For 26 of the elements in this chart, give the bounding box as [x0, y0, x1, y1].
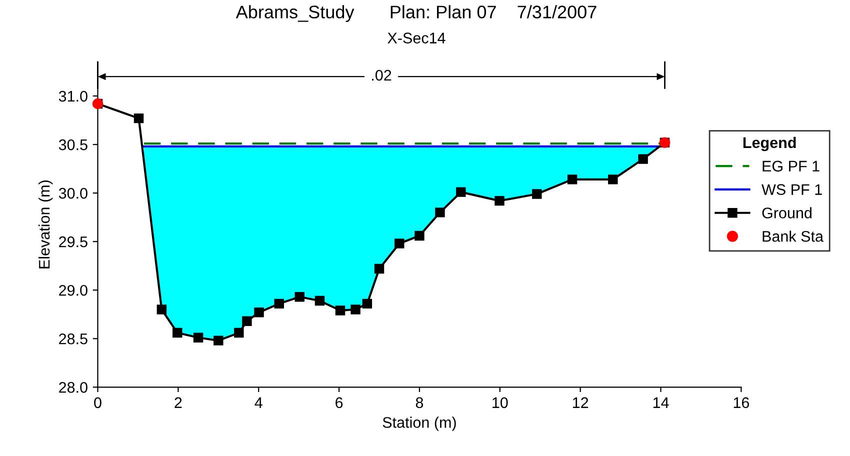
x-tick-label: 0 — [94, 397, 102, 408]
y-tick-label: 31.0 — [58, 90, 88, 102]
y-tick-label: 28.0 — [59, 382, 88, 393]
x-tick-label: 4 — [254, 397, 262, 408]
y-tick-label: 29.5 — [59, 236, 88, 248]
y-tick-label: 30.5 — [58, 139, 88, 150]
y-tick-label: 28.5 — [59, 333, 88, 344]
x-tick-label: 8 — [416, 397, 424, 408]
annotation: .02 — [372, 70, 392, 81]
x-axis-title: Station (m) — [382, 416, 456, 431]
x-tick-label: 12 — [573, 397, 588, 408]
legend-label: Ground — [762, 207, 812, 218]
x-tick-label: 16 — [734, 397, 750, 408]
legend-title: Legend — [743, 136, 796, 152]
x-tick-label: 2 — [174, 397, 182, 408]
chart-title: Abrams_Study Plan: Plan 07 7/31/2007 — [236, 5, 596, 22]
y-axis-title: Elevation (m) — [38, 180, 53, 268]
x-tick-label: 14 — [653, 397, 669, 408]
y-tick-label: 30.0 — [58, 188, 88, 199]
x-tick-label: 10 — [492, 397, 508, 408]
legend-label: EG PF 1 — [762, 160, 820, 172]
legend-label: Bank Sta — [762, 230, 824, 242]
y-tick-label: 29.0 — [59, 284, 88, 296]
x-tick-label: 6 — [336, 397, 343, 408]
legend-label: WS PF 1 — [762, 184, 822, 195]
chart-subtitle: X-Sec14 — [388, 32, 446, 44]
